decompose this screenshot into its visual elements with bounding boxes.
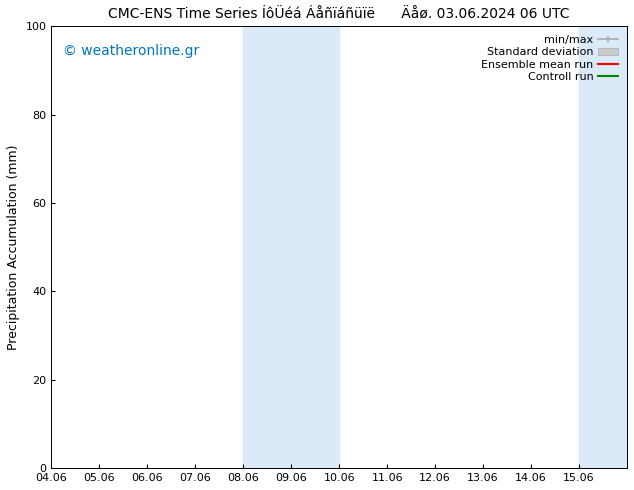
Y-axis label: Precipitation Accumulation (mm): Precipitation Accumulation (mm) [7, 145, 20, 350]
Title: CMC-ENS Time Series ÍôÜéá Áåñïáñüïë      Äåø. 03.06.2024 06 UTC: CMC-ENS Time Series ÍôÜéá Áåñïáñüïë Äåø.… [108, 7, 570, 21]
Bar [243, 26, 339, 468]
Bar [579, 26, 627, 468]
Legend: min/max, Standard deviation, Ensemble mean run, Controll run: min/max, Standard deviation, Ensemble me… [478, 32, 621, 85]
Text: © weatheronline.gr: © weatheronline.gr [63, 44, 199, 58]
